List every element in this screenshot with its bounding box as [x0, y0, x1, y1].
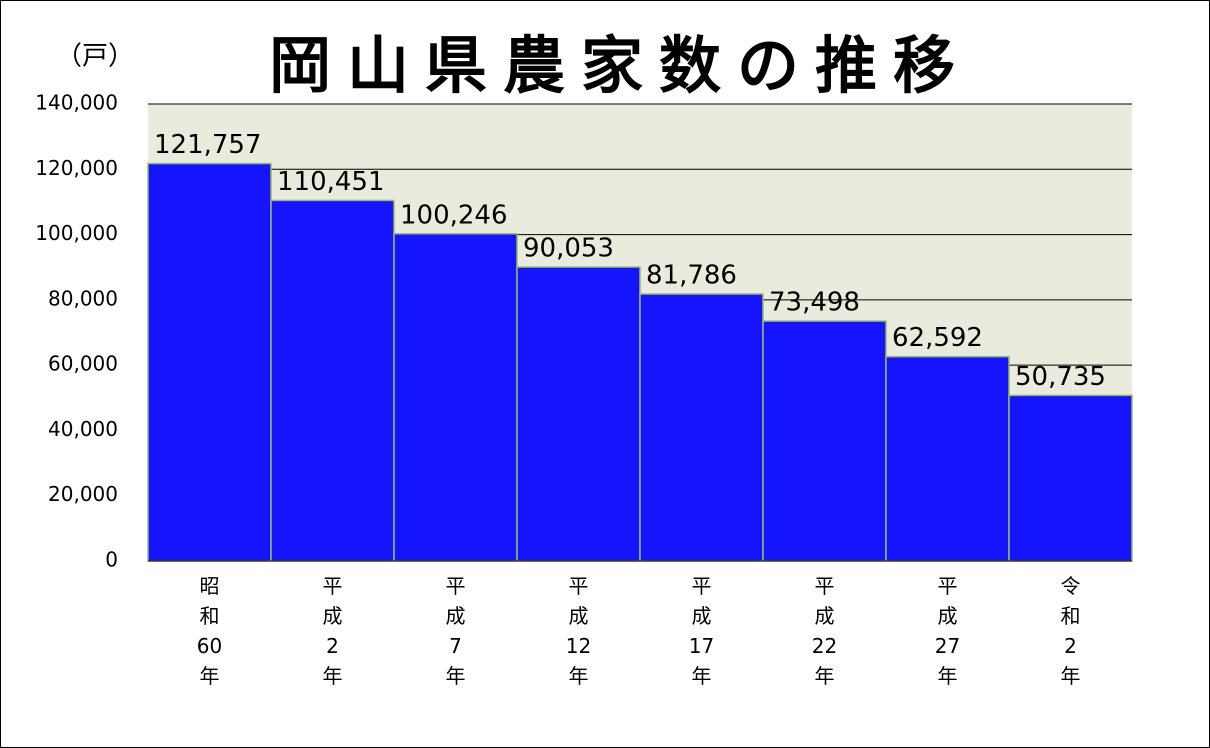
value-label: 81,786: [646, 261, 737, 291]
value-label: 50,735: [1015, 362, 1106, 392]
y-tick-label: 20,000: [48, 482, 118, 506]
bar: [1008, 394, 1133, 562]
chart-title: 岡山県農家数の推移: [269, 29, 971, 102]
y-tick-label: 80,000: [48, 286, 118, 310]
x-tick-label: 平成 27 年: [935, 574, 960, 688]
value-label: 62,592: [892, 323, 983, 353]
x-tick-label: 平成 17 年: [689, 574, 714, 688]
bar: [147, 162, 272, 562]
x-tick-label: 平成 7 年: [446, 574, 466, 688]
bar: [885, 355, 1010, 562]
value-label: 73,498: [769, 288, 860, 318]
value-label: 121,757: [154, 130, 262, 160]
value-label: 100,246: [400, 200, 508, 230]
bar: [516, 266, 641, 562]
y-tick-label: 100,000: [35, 221, 118, 245]
x-tick-label: 昭和 60 年: [197, 574, 222, 688]
x-tick-label: 平成 2 年: [323, 574, 343, 688]
bar: [270, 199, 395, 562]
x-tick-label: 平成 22 年: [812, 574, 837, 688]
y-unit: （戸）: [56, 42, 134, 72]
x-tick-label: 令和 2 年: [1061, 574, 1081, 688]
y-tick-label: 120,000: [35, 156, 118, 180]
y-tick-label: 0: [105, 548, 118, 572]
bar: [762, 320, 887, 562]
bar: [393, 233, 518, 562]
x-tick-label: 平成 12 年: [566, 574, 591, 688]
bar: [639, 293, 764, 562]
value-label: 110,451: [277, 167, 385, 197]
y-tick-label: 140,000: [35, 91, 118, 115]
y-tick-label: 40,000: [48, 417, 118, 441]
value-label: 90,053: [523, 234, 614, 264]
y-tick-label: 60,000: [48, 352, 118, 376]
